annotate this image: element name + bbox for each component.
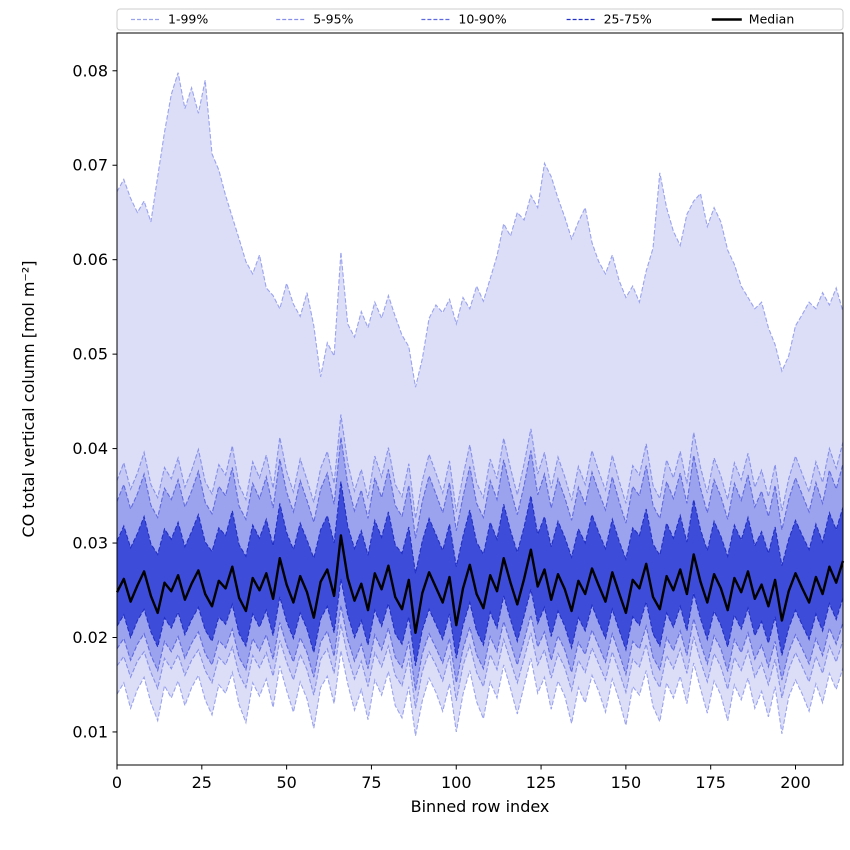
x-tick-label: 75 (361, 773, 381, 792)
x-tick-label: 100 (441, 773, 472, 792)
y-tick-label: 0.08 (72, 61, 108, 80)
x-axis-label: Binned row index (411, 797, 550, 816)
median-line (115, 534, 845, 634)
legend-label: 25-75% (604, 12, 652, 27)
band-edge-5-95%-upper (116, 414, 844, 519)
axes-frame (116, 32, 844, 766)
x-tick-label: 50 (276, 773, 296, 792)
x-tick-label: 150 (611, 773, 642, 792)
legend-box (116, 8, 844, 31)
legend-label: 1-99% (168, 12, 208, 27)
chart-generated: 0 25 50 75 100 125 150 175 200 0.01 0.02 0.03 0.04 0.… (72, 8, 845, 792)
band-edge-10-90%-upper (116, 437, 844, 539)
x-tick-label: 200 (780, 773, 811, 792)
band-edge-5-95%-lower (116, 624, 844, 709)
y-tick-label: 0.06 (72, 250, 108, 269)
y-tick-label: 0.04 (72, 439, 108, 458)
y-tick-label: 0.01 (72, 722, 108, 741)
y-tick-label: 0.03 (72, 534, 108, 553)
legend-label: Median (749, 12, 794, 27)
y-tick-label: 0.02 (72, 628, 108, 647)
x-tick-label: 25 (192, 773, 212, 792)
y-tick-label: 0.05 (72, 345, 108, 364)
band-edge-25-75%-lower (116, 578, 844, 666)
band-edge-25-75%-upper (116, 481, 844, 574)
y-tick-label: 0.07 (72, 156, 108, 175)
band-fill-25-75% (117, 481, 843, 666)
x-tick-label: 175 (695, 773, 726, 792)
band-edge-1-99%-lower (116, 650, 844, 736)
legend-label: 10-90% (458, 12, 506, 27)
band-edge-1-99%-upper (116, 72, 844, 388)
y-axis-label: CO total vertical column [mol m⁻²] (19, 260, 38, 537)
x-tick-label: 0 (112, 773, 122, 792)
band-edge-10-90%-lower (116, 605, 844, 691)
x-tick-label: 125 (526, 773, 557, 792)
legend-label: 5-95% (313, 12, 353, 27)
